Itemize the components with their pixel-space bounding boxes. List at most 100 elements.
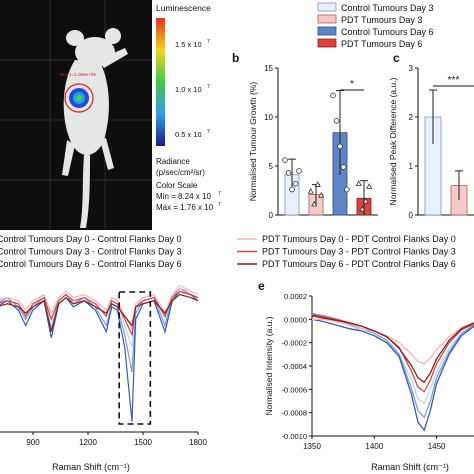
data-point xyxy=(285,170,292,176)
colorbar-gradient xyxy=(156,18,165,146)
spectrum-line xyxy=(312,318,474,365)
y-tick-label: 5 xyxy=(269,162,274,171)
data-point xyxy=(333,118,340,124)
y-tick-label: 1 xyxy=(409,162,414,171)
y-tick-label: 3 xyxy=(409,64,414,73)
data-point xyxy=(292,180,299,187)
x-tick-label: 900 xyxy=(26,438,40,447)
data-point xyxy=(289,186,295,193)
y-axis-title: Normalised Peak Difference (a.u.) xyxy=(388,77,398,205)
y-tick-label: -0.0002 xyxy=(282,339,307,348)
panel-letter-c: c xyxy=(393,51,400,65)
y-tick-label: -0.0008 xyxy=(282,409,307,418)
y-tick-label: -0.0010 xyxy=(282,432,307,441)
scale-line: Radiance xyxy=(156,157,190,166)
colorbar-tick-exponent: 7 xyxy=(207,129,210,135)
tumour-roi-circle xyxy=(64,83,94,113)
data-point xyxy=(362,197,369,204)
x-tick-label: 1350 xyxy=(303,442,321,451)
colorbar-tick-label: 1.5 x 10 xyxy=(175,40,202,49)
y-tick-label: -0.0004 xyxy=(282,362,307,371)
significance-label: * xyxy=(350,79,354,90)
legend-swatch xyxy=(317,38,337,48)
legend-label: PDT Tumours Day 3 xyxy=(341,15,422,25)
scale-line: Min = 8.24 x 10 xyxy=(156,192,211,201)
y-tick-label: 15 xyxy=(264,64,273,73)
x-axis-title: Raman Shift (cm⁻¹) xyxy=(371,462,449,472)
spectrum-line xyxy=(0,290,199,337)
panel-letter-e: e xyxy=(258,279,265,293)
spectrum-line xyxy=(0,287,199,373)
spectrum-line xyxy=(0,290,199,422)
colorbar: Luminescence 1.5 x 10 7 1.0 x 10 7 0.5 x… xyxy=(156,3,221,212)
data-point xyxy=(340,164,347,170)
colorbar-tick-label: 1.0 x 10 xyxy=(175,85,202,94)
scale-line: Color Scale xyxy=(156,181,198,190)
panel-c-bar-chart: 0 1 2 3 Normalised Peak Difference (a.u.) *** xyxy=(388,64,474,220)
photo-panel: ROI 1=1.065e+09 xyxy=(0,0,152,230)
x-tick-label: 1500 xyxy=(134,438,152,447)
data-point xyxy=(359,205,366,212)
data-point xyxy=(337,143,343,150)
y-axis-title: Normalised Intensity (a.u.) xyxy=(264,316,274,415)
scale-line: Max = 1.76 x 10 xyxy=(156,203,214,212)
legend-label: Control Tumours Day 0 - Control Flanks D… xyxy=(0,234,182,244)
data-point xyxy=(366,183,373,189)
x-tick-label: 1450 xyxy=(428,442,446,451)
data-point xyxy=(314,181,321,187)
data-point xyxy=(318,191,325,198)
colorbar-ticks: 1.5 x 10 7 1.0 x 10 7 0.5 x 10 7 xyxy=(175,39,210,139)
line-legend: Control Tumours Day 0 - Control Flanks D… xyxy=(0,234,456,269)
y-tick-label: 0 xyxy=(409,211,414,220)
colorbar-tick-exponent: 7 xyxy=(207,39,210,45)
legend-label: PDT Tumours Day 6 xyxy=(341,39,422,49)
y-tick-label: -0.0006 xyxy=(282,385,307,394)
spectrum-line xyxy=(311,315,474,384)
tumour-heat-core xyxy=(76,95,82,101)
data-point xyxy=(307,188,314,194)
legend-label: PDT Tumours Day 6 - PDT Control Flanks D… xyxy=(262,259,456,269)
x-tick-label: 1800 xyxy=(189,438,207,447)
x-axis-title: Raman Shift (cm⁻¹) xyxy=(52,462,130,472)
panel-d-spectra-chart: 900 1200 1500 1800 Raman Shift (cm⁻¹) xyxy=(0,284,207,472)
data-point xyxy=(344,186,350,193)
legend-label: Control Tumours Day 3 - Control Flanks D… xyxy=(0,247,182,257)
y-tick-label: 2 xyxy=(409,113,414,122)
colorbar-tick-exponent: 7 xyxy=(207,84,210,90)
panel-letter-b: b xyxy=(232,51,239,65)
legend-swatch xyxy=(317,14,337,24)
y-tick-label: 0.0000 xyxy=(284,315,307,324)
significance-label: *** xyxy=(448,75,460,86)
highlight-box xyxy=(118,291,152,425)
scale-line: (p/sec/cm²/sr) xyxy=(156,168,205,177)
spectrum-line xyxy=(311,318,474,432)
y-tick-label: 0 xyxy=(269,211,274,220)
legend-label: Control Tumours Day 6 xyxy=(341,27,434,37)
y-tick-label: 0.0002 xyxy=(284,292,307,301)
y-tick-label: 10 xyxy=(264,113,273,122)
colorbar-title: Luminescence xyxy=(156,3,211,13)
scale-line-exponent: 7 xyxy=(218,202,221,208)
radiance-scale-text: Radiance (p/sec/cm²/sr) Color Scale Min … xyxy=(156,157,221,212)
scale-line-exponent: 7 xyxy=(218,191,221,197)
legend-swatch xyxy=(317,2,337,12)
bar-legend: Control Tumours Day 3 PDT Tumours Day 3 Co… xyxy=(317,2,434,49)
roi-label: ROI 1=1.065e+09 xyxy=(60,72,96,77)
data-point xyxy=(330,92,336,99)
y-axis-title: Normalised Tumour Growth (%) xyxy=(248,82,258,202)
mouse-silhouette xyxy=(62,28,128,228)
data-point xyxy=(282,157,288,163)
x-tick-label: 1200 xyxy=(79,438,97,447)
data-point xyxy=(296,168,302,174)
legend-swatch xyxy=(317,26,337,36)
data-point xyxy=(355,180,362,186)
legend-label: PDT Tumours Day 3 - PDT Control Flanks D… xyxy=(262,247,456,257)
spectrum-line xyxy=(311,312,474,419)
data-point xyxy=(311,200,318,207)
legend-label: Control Tumours Day 3 xyxy=(341,3,434,13)
legend-label: PDT Tumours Day 0 - PDT Control Flanks D… xyxy=(262,234,456,244)
spectrum-line xyxy=(312,318,474,405)
x-tick-label: 1400 xyxy=(365,442,383,451)
spectrum-line xyxy=(0,293,199,332)
